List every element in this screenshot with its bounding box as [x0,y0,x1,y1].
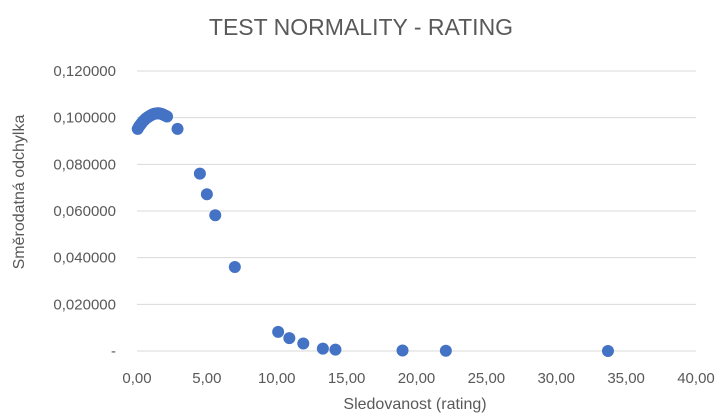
data-point [439,344,452,357]
x-axis-label: Sledovanost (rating) [343,396,486,413]
y-tick-label: 0,040000 [53,250,116,267]
x-tick-label: 40,00 [677,370,715,387]
x-tick-label: 0,00 [122,370,151,387]
gridlines [137,70,696,352]
y-tick-label: 0,120000 [53,63,116,80]
data-point [396,344,409,357]
x-tick-label: 30,00 [537,370,575,387]
x-tick-label: 15,00 [328,370,366,387]
x-tick-label: 10,00 [258,370,296,387]
y-tick-label: - [111,343,116,360]
data-point [272,325,285,338]
y-axis-ticks: - 0,020000 0,040000 0,060000 0,080000 0,10000… [53,63,116,360]
y-tick-label: 0,100000 [53,110,116,127]
data-point [171,122,184,135]
y-tick-label: 0,060000 [53,203,116,220]
y-tick-label: 0,080000 [53,156,116,173]
data-point [329,343,342,356]
data-points [131,107,614,357]
data-point [297,337,310,350]
x-tick-label: 5,00 [192,370,221,387]
data-point [209,209,222,222]
data-point [601,345,614,357]
data-point [193,167,206,180]
x-axis-ticks: 0,00 5,00 10,00 15,00 20,00 25,00 30,00 35,00 40… [122,370,714,387]
y-axis-label: Směrodatná odchylka [11,115,28,270]
x-tick-label: 25,00 [468,370,506,387]
data-point [161,110,174,123]
data-point [228,261,241,273]
data-point [283,332,296,345]
x-tick-label: 20,00 [398,370,436,387]
chart-title: TEST NORMALITY - RATING [209,14,513,40]
y-tick-label: 0,020000 [53,296,116,313]
data-point [200,188,213,201]
data-point [316,342,329,355]
x-tick-label: 35,00 [607,370,645,387]
